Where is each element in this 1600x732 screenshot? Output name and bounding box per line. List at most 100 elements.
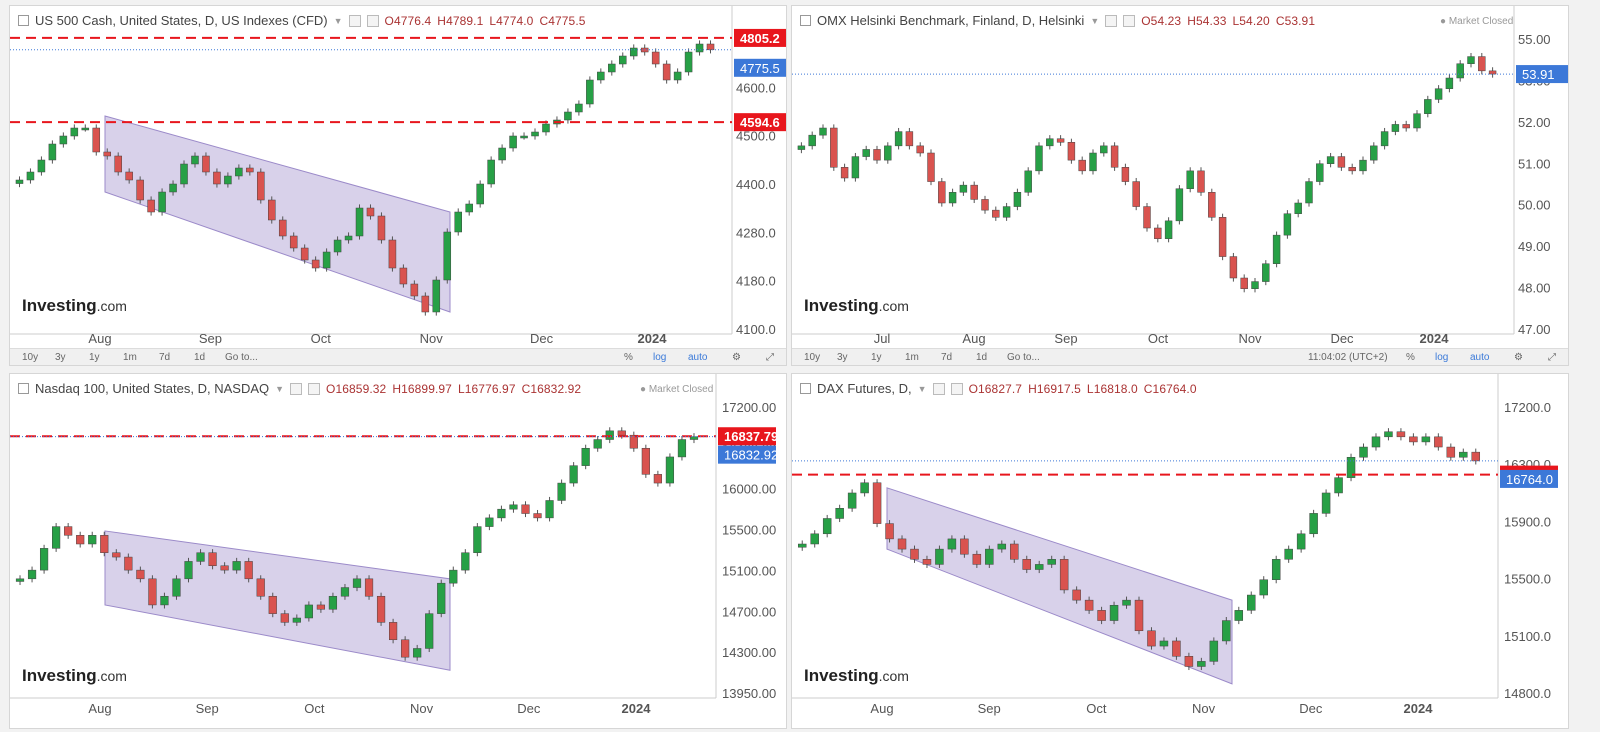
y-tick-label: 15100.0 — [1504, 629, 1551, 644]
settings-icon[interactable] — [932, 382, 945, 395]
candle — [485, 517, 494, 527]
x-tick-label: Nov — [420, 331, 444, 346]
range-1d[interactable]: 1d — [194, 352, 206, 363]
candle — [26, 171, 35, 181]
chart-panel-ndx[interactable]: 17200.0016400.0016000.0015500.0015100.00… — [9, 373, 787, 729]
candle — [158, 191, 166, 213]
candle — [689, 436, 699, 440]
candle — [1072, 589, 1081, 601]
close-icon[interactable] — [366, 14, 379, 27]
x-tick-label: Sep — [978, 701, 1001, 716]
candle — [1326, 156, 1335, 164]
close-icon[interactable] — [308, 382, 321, 395]
investing-logo: Investing.com — [22, 666, 127, 686]
chart-panel-spx[interactable]: 4700.04600.04500.04400.04280.04180.04100… — [9, 5, 787, 366]
last-price-bg — [1516, 65, 1568, 84]
candle — [1013, 192, 1022, 207]
candle — [389, 622, 398, 641]
chart-panel-dax[interactable]: 17200.0 16300.0 15900.0 15500.0 15100.0 14800… — [791, 373, 1569, 729]
chart-area[interactable]: 55.0053.0052.0051.0050.0049.0048.0047.00… — [792, 6, 1569, 366]
candle — [1446, 446, 1456, 458]
close-icon[interactable] — [1123, 14, 1136, 27]
logo-suffix: .com — [878, 298, 909, 314]
candle — [665, 456, 675, 484]
collapse-icon[interactable] — [18, 383, 29, 394]
chart-area[interactable]: 17200.0016400.0016000.0015500.0015100.00… — [10, 374, 787, 729]
percent-toggle[interactable]: % — [624, 352, 633, 363]
range-1y[interactable]: 1y — [871, 352, 882, 363]
log-toggle[interactable]: log — [1435, 352, 1449, 363]
candle — [872, 482, 882, 524]
candle — [520, 135, 528, 139]
y-tick-label: 17200.0 — [1504, 400, 1551, 415]
settings-icon[interactable] — [1105, 14, 1118, 27]
candle — [377, 215, 386, 241]
collapse-icon[interactable] — [800, 15, 811, 26]
range-1m[interactable]: 1m — [123, 352, 137, 363]
chevron-down-icon[interactable]: ▼ — [917, 383, 927, 394]
candle — [1109, 604, 1119, 621]
x-tick-label: 2024 — [1420, 331, 1450, 346]
trend-channel — [104, 115, 451, 313]
range-1y[interactable]: 1y — [89, 352, 100, 363]
goto-button[interactable]: Go to... — [225, 352, 258, 363]
range-7d[interactable]: 7d — [159, 352, 171, 363]
close-icon[interactable] — [950, 382, 963, 395]
chevron-down-icon[interactable]: ▼ — [275, 383, 285, 394]
gear-icon[interactable]: ⚙ — [732, 352, 741, 363]
candle — [257, 171, 265, 201]
chevron-down-icon[interactable]: ▼ — [1090, 15, 1100, 26]
candle — [213, 171, 221, 185]
log-toggle[interactable]: log — [653, 352, 667, 363]
chart-area[interactable]: 17200.016300.015900.015500.015100.014800… — [792, 374, 1569, 729]
gear-icon[interactable]: ⚙ — [1514, 352, 1523, 363]
candle — [1262, 263, 1270, 282]
range-1m[interactable]: 1m — [905, 352, 919, 363]
range-10y[interactable]: 10y — [22, 352, 39, 363]
candle — [292, 617, 301, 623]
candle — [172, 578, 181, 597]
auto-toggle[interactable]: auto — [688, 352, 708, 363]
goto-button[interactable]: Go to... — [1007, 352, 1040, 363]
candle — [1271, 559, 1281, 580]
collapse-icon[interactable] — [800, 383, 811, 394]
candle — [533, 513, 542, 519]
candle — [651, 51, 660, 65]
candle — [202, 155, 210, 173]
candle — [196, 552, 205, 562]
candle — [76, 535, 85, 545]
candle — [1478, 56, 1486, 72]
chart-area[interactable]: 4700.04600.04500.04400.04280.04180.04100… — [10, 6, 787, 366]
candle — [1186, 170, 1194, 189]
chevron-down-icon[interactable]: ▼ — [333, 15, 343, 26]
percent-toggle[interactable]: % — [1406, 352, 1415, 363]
settings-icon[interactable] — [290, 382, 303, 395]
candle — [1010, 543, 1019, 560]
auto-toggle[interactable]: auto — [1470, 352, 1490, 363]
chart-panel-omx[interactable]: 55.0053.0052.0051.0050.0049.0048.0047.00… — [791, 5, 1569, 366]
collapse-icon[interactable] — [18, 15, 29, 26]
candle — [1294, 202, 1302, 214]
candle — [808, 134, 816, 147]
candle — [981, 199, 989, 211]
range-3y[interactable]: 3y — [837, 352, 848, 363]
candle — [498, 147, 506, 161]
candle — [366, 207, 375, 217]
candle — [316, 604, 325, 610]
level-label: 4594.6 — [740, 115, 780, 130]
range-3y[interactable]: 3y — [55, 352, 66, 363]
candle — [425, 613, 434, 649]
candle — [873, 149, 881, 161]
candle — [1159, 640, 1169, 647]
candle — [1346, 456, 1356, 478]
expand-icon[interactable]: ⤢ — [1548, 352, 1556, 363]
chart-title: Nasdaq 100, United States, D, NASDAQ — [35, 381, 270, 396]
range-7d[interactable]: 7d — [941, 352, 953, 363]
range-10y[interactable]: 10y — [804, 352, 821, 363]
candle — [619, 55, 627, 65]
range-1d[interactable]: 1d — [976, 352, 988, 363]
expand-icon[interactable]: ⤢ — [766, 352, 774, 363]
settings-icon[interactable] — [348, 14, 361, 27]
candle — [1409, 436, 1418, 443]
candle — [280, 613, 289, 623]
